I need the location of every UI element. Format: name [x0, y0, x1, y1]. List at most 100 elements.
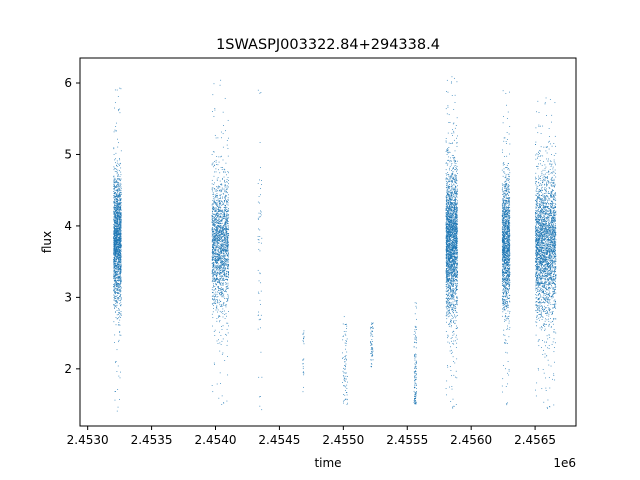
- data-point: [119, 243, 120, 245]
- data-point: [218, 266, 220, 268]
- data-point: [116, 410, 118, 412]
- data-point: [226, 214, 228, 216]
- data-point: [115, 253, 117, 255]
- data-point: [213, 243, 215, 244]
- data-point: [371, 343, 373, 345]
- data-point: [117, 190, 119, 192]
- data-point: [450, 306, 452, 308]
- data-point: [218, 222, 220, 224]
- data-point: [212, 234, 214, 236]
- data-point: [119, 218, 121, 220]
- data-point: [224, 185, 226, 187]
- data-point: [227, 197, 229, 199]
- data-point: [119, 282, 121, 284]
- data-point: [222, 285, 224, 286]
- data-point: [221, 242, 223, 244]
- data-point: [450, 181, 452, 182]
- data-point: [214, 298, 216, 300]
- data-point: [221, 240, 223, 242]
- data-point: [416, 373, 417, 375]
- data-point: [117, 232, 119, 234]
- data-point: [416, 318, 417, 320]
- data-point: [220, 258, 222, 259]
- data-point: [215, 282, 217, 284]
- data-point: [456, 218, 458, 220]
- data-point: [456, 216, 458, 217]
- data-point: [372, 353, 373, 355]
- data-point: [114, 215, 116, 217]
- data-point: [115, 250, 117, 252]
- data-point: [120, 150, 122, 152]
- data-point: [227, 279, 229, 281]
- data-point: [115, 272, 117, 274]
- data-point: [211, 204, 213, 206]
- data-point: [220, 251, 222, 253]
- data-point: [456, 145, 458, 147]
- data-point: [224, 255, 226, 257]
- data-point: [452, 135, 453, 136]
- data-point: [216, 249, 218, 251]
- data-point: [415, 403, 417, 405]
- data-point: [213, 203, 214, 205]
- data-point: [455, 179, 457, 181]
- data-point: [456, 227, 458, 229]
- data-point: [214, 272, 216, 274]
- data-point: [226, 233, 228, 235]
- data-point: [113, 242, 115, 244]
- data-point: [118, 239, 119, 240]
- data-point: [415, 384, 417, 386]
- data-point: [451, 206, 452, 208]
- data-point: [451, 260, 453, 262]
- data-point: [118, 341, 119, 343]
- data-point: [219, 277, 221, 279]
- data-point: [216, 230, 218, 232]
- data-point: [447, 255, 448, 257]
- data-point: [120, 278, 122, 280]
- data-point: [454, 300, 456, 302]
- data-point: [227, 299, 229, 301]
- data-point: [415, 336, 417, 338]
- data-point: [117, 253, 119, 254]
- data-point: [414, 331, 416, 332]
- data-point: [117, 196, 119, 197]
- data-point: [120, 198, 122, 200]
- data-point: [115, 210, 116, 212]
- data-point: [115, 283, 117, 285]
- data-point: [226, 254, 228, 256]
- data-point: [257, 201, 259, 203]
- data-point: [447, 262, 449, 264]
- data-point: [448, 174, 450, 176]
- data-point: [218, 286, 219, 288]
- data-point: [221, 210, 223, 212]
- data-point: [116, 222, 117, 224]
- data-point: [213, 286, 215, 288]
- data-point: [113, 246, 115, 248]
- data-point: [117, 204, 119, 206]
- data-point: [449, 221, 450, 223]
- data-point: [120, 245, 121, 246]
- data-point: [221, 293, 222, 295]
- data-point: [226, 185, 228, 187]
- data-point: [118, 250, 120, 252]
- data-point: [452, 292, 453, 294]
- data-point: [451, 318, 453, 319]
- data-point: [221, 292, 222, 294]
- data-point: [449, 244, 451, 246]
- data-point: [446, 302, 448, 304]
- data-point: [119, 170, 120, 172]
- data-point: [371, 341, 373, 342]
- data-point: [227, 248, 229, 250]
- data-point: [219, 239, 220, 241]
- data-point: [117, 365, 119, 367]
- data-point: [225, 201, 227, 203]
- data-point: [448, 142, 450, 144]
- data-point: [455, 267, 456, 269]
- data-point: [446, 233, 448, 235]
- data-point: [117, 230, 119, 232]
- data-point: [447, 187, 449, 189]
- data-point: [120, 240, 122, 241]
- data-point: [302, 363, 304, 364]
- data-point: [120, 249, 122, 251]
- data-point: [215, 307, 217, 308]
- data-point: [225, 304, 227, 306]
